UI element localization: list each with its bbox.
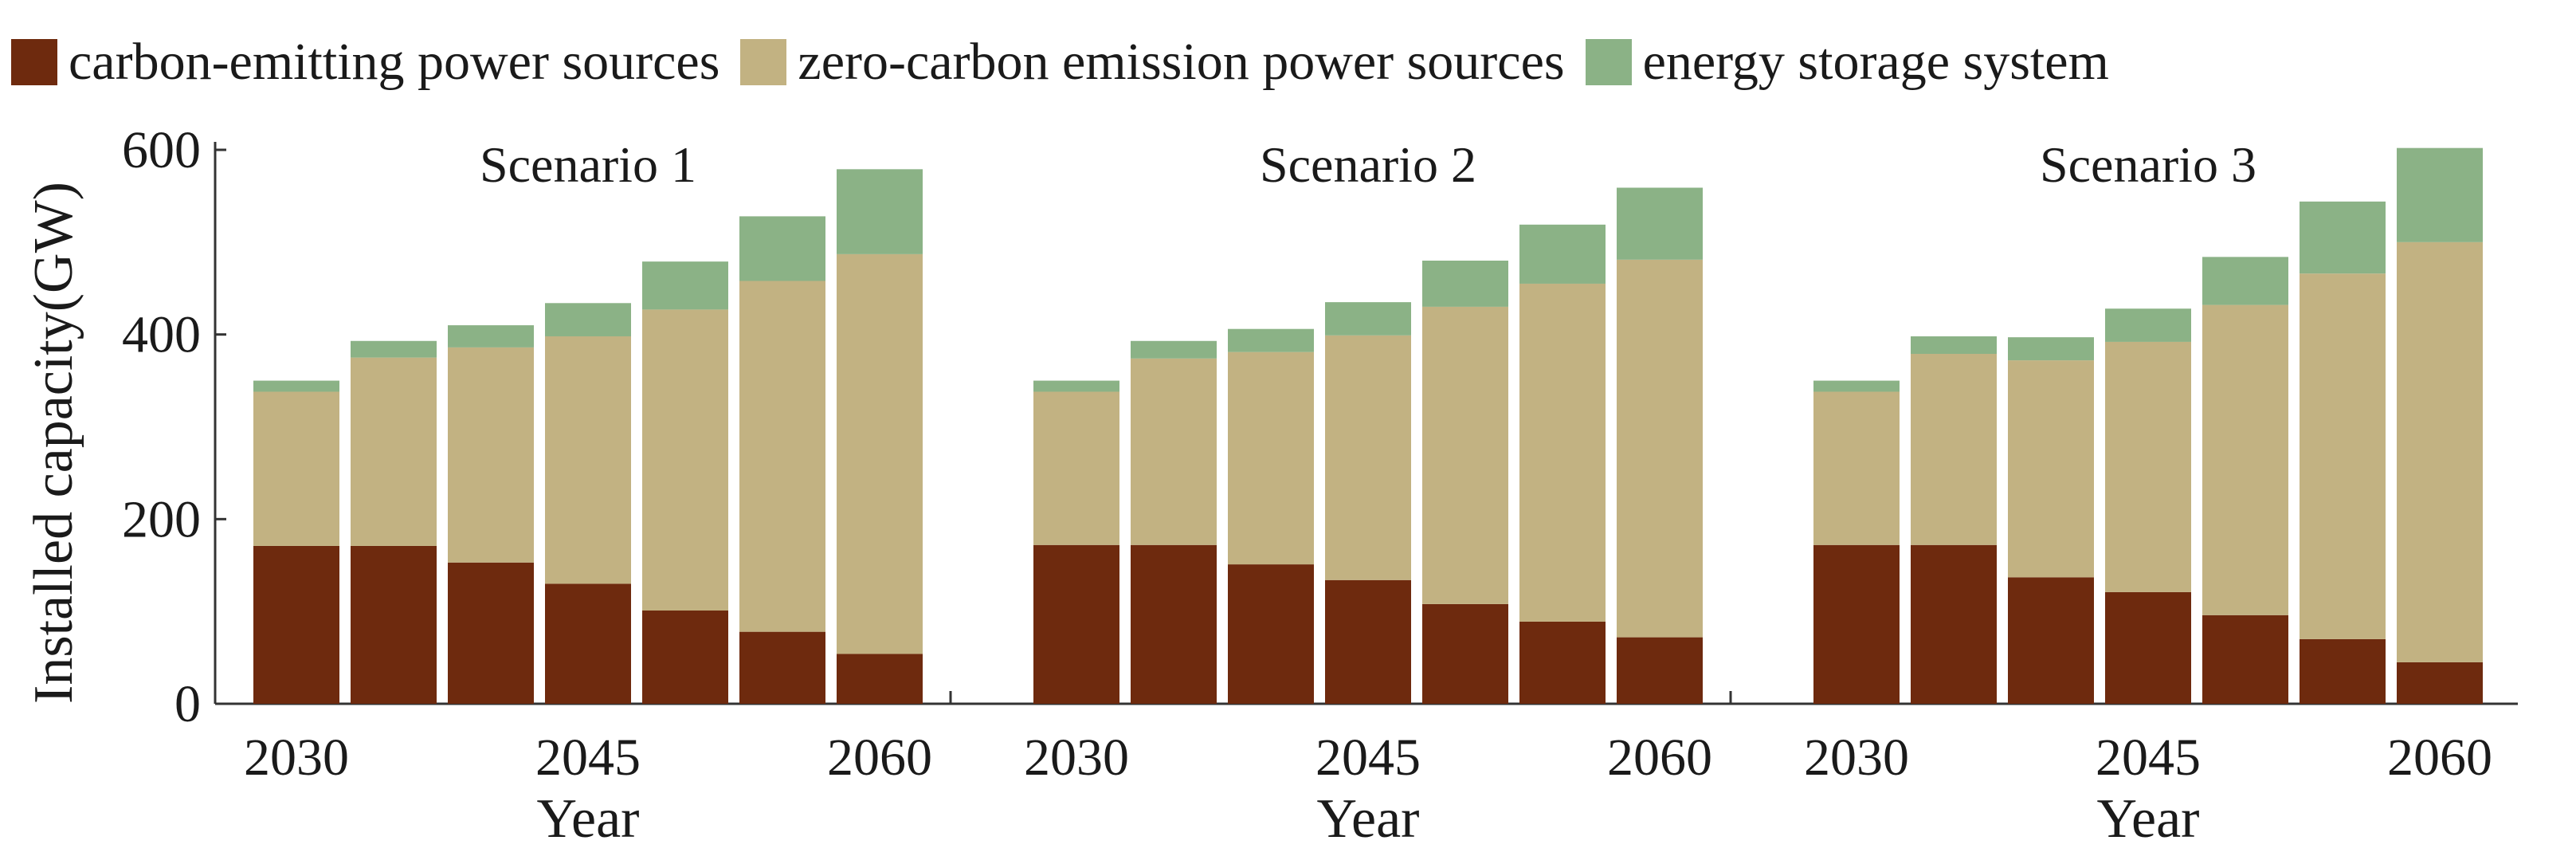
bar-segment-carbon-emitting [739,631,825,704]
chart-legend: carbon-emitting power sources zero-carbo… [11,30,2109,94]
bar-segment-energy-storage [1519,224,1606,284]
bar-segment-carbon-emitting [2008,577,2094,704]
x-tick-label: 2060 [2387,728,2492,787]
bar-segment-energy-storage [253,380,339,392]
legend-item-energy-storage: energy storage system [1585,33,2109,91]
bar-segment-zero-carbon [253,391,339,546]
bar-segment-carbon-emitting [642,611,728,704]
bar-segment-energy-storage [1131,340,1217,359]
bar-segment-zero-carbon [1131,358,1217,545]
bar-segment-carbon-emitting [2105,591,2191,704]
legend-label-carbon-emitting: carbon-emitting power sources [69,33,720,91]
bar-segment-carbon-emitting [1325,579,1411,704]
bar-segment-carbon-emitting [1911,544,1997,704]
x-tick-label: 2030 [1804,728,1909,787]
x-axis-title: Year [537,788,640,850]
bar-segment-zero-carbon [1228,351,1314,565]
bar-segment-zero-carbon [1422,306,1508,604]
legend-item-zero-carbon: zero-carbon emission power sources [740,33,1565,91]
bar-segment-energy-storage [739,216,825,281]
bar-segment-energy-storage [1813,380,1900,392]
bar-segment-zero-carbon [1813,391,1900,545]
bar-segment-zero-carbon [2397,241,2483,662]
bar-segment-zero-carbon [448,347,534,563]
x-tick-label: 2060 [1607,728,1712,787]
bar-segment-carbon-emitting [2300,638,2386,704]
bar-segment-carbon-emitting [448,562,534,704]
bar-segment-carbon-emitting [1422,603,1508,704]
legend-label-energy-storage: energy storage system [1642,33,2109,91]
bar-segment-carbon-emitting [1131,544,1217,704]
y-axis-title: Installed capacity(GW) [23,182,84,704]
bar-segment-zero-carbon [1617,259,1703,638]
bar-segment-zero-carbon [1519,283,1606,622]
bar-segment-energy-storage [1617,187,1703,260]
bar-segment-energy-storage [1033,380,1119,392]
bar-segment-carbon-emitting [1617,637,1703,704]
bar-segment-energy-storage [1911,336,1997,354]
bar-segment-carbon-emitting [837,654,923,704]
bar-segment-carbon-emitting [2202,615,2288,704]
bar-segment-zero-carbon [545,336,631,584]
x-tick-label: 2030 [1024,728,1129,787]
bar-segment-energy-storage [2105,308,2191,342]
bar-segment-carbon-emitting [253,545,339,704]
x-axis-title: Year [1317,788,1420,850]
bar-segment-energy-storage [1228,328,1314,352]
bar-segment-zero-carbon [2300,273,2386,639]
bar-segment-carbon-emitting [1519,621,1606,704]
y-tick-label: 0 [174,675,201,733]
bar-segment-carbon-emitting [351,545,437,704]
panel-title-2: Scenario 2 [1260,136,1476,193]
bar-segment-zero-carbon [837,253,923,654]
x-tick-label: 2045 [2096,728,2201,787]
bar-segment-carbon-emitting [545,583,631,704]
y-tick-label: 400 [122,306,201,364]
x-tick-label: 2060 [827,728,932,787]
y-tick-label: 600 [122,121,201,179]
bar-segment-energy-storage [2300,201,2386,274]
bar-segment-energy-storage [1325,302,1411,336]
y-tick-label: 200 [122,490,201,548]
bar-segment-zero-carbon [739,281,825,632]
x-axis-title: Year [2097,788,2200,850]
legend-swatch-zero-carbon [740,39,787,85]
bar-segment-zero-carbon [1911,353,1997,545]
bar-segment-zero-carbon [1033,391,1119,545]
legend-label-zero-carbon: zero-carbon emission power sources [798,33,1565,91]
bar-segment-energy-storage [545,303,631,336]
x-tick-label: 2045 [1315,728,1421,787]
bar-segment-carbon-emitting [1813,544,1900,704]
bar-segment-energy-storage [351,340,437,358]
bar-segment-energy-storage [2008,337,2094,361]
bar-segment-energy-storage [642,261,728,310]
bar-segment-zero-carbon [351,357,437,546]
bar-segment-zero-carbon [642,309,728,611]
bar-segment-energy-storage [837,169,923,254]
bar-segment-energy-storage [448,325,534,348]
bar-segment-zero-carbon [2202,304,2288,615]
bar-segment-carbon-emitting [1033,544,1119,704]
panel-title-1: Scenario 1 [480,136,696,193]
bar-segment-zero-carbon [2008,360,2094,578]
bar-segment-carbon-emitting [2397,662,2483,704]
bar-segment-energy-storage [2202,257,2288,305]
bar-segment-energy-storage [1422,261,1508,307]
bar-segment-zero-carbon [1325,335,1411,580]
bar-segment-energy-storage [2397,147,2483,242]
panel-title-3: Scenario 3 [2040,136,2256,193]
x-tick-label: 2030 [244,728,349,787]
legend-swatch-carbon-emitting [11,39,57,85]
legend-item-carbon-emitting: carbon-emitting power sources [11,36,719,88]
legend-swatch-energy-storage [1585,39,1632,85]
bar-segment-zero-carbon [2105,341,2191,592]
x-tick-label: 2045 [535,728,641,787]
bar-segment-carbon-emitting [1228,564,1314,704]
